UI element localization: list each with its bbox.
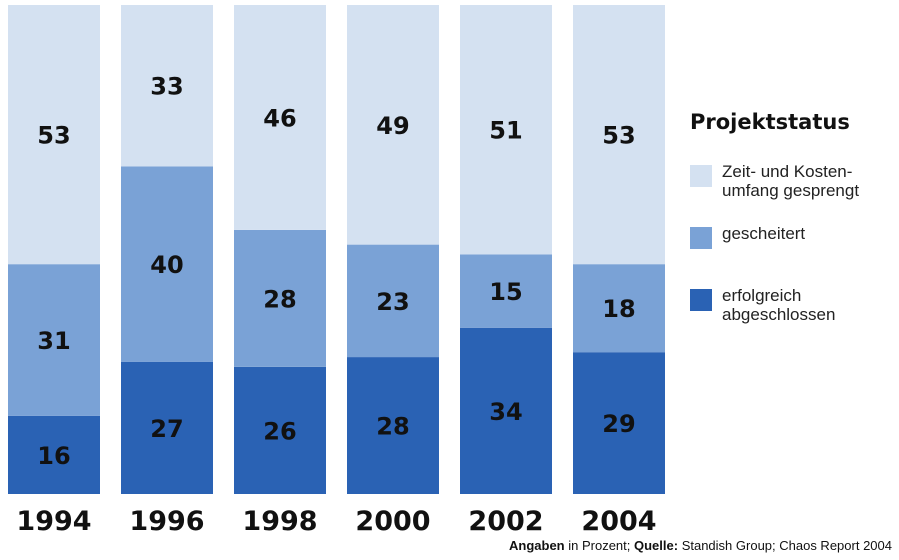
bar-segment-2002-s2 [460,5,552,255]
source-label-angaben: Angaben [509,538,565,553]
value-label-2000-s2: 49 [376,112,409,140]
legend-label-erfolgreich: erfolgreich abgeschlossen [722,286,897,324]
value-label-2002-s1: 15 [489,278,522,306]
value-label-1994-s1: 31 [37,327,70,355]
value-label-2000-s0: 28 [376,413,409,441]
bar-segment-2004-s0 [573,352,665,494]
legend-swatch-zeit-kosten [690,165,712,187]
legend-label-line: gescheitert [722,224,806,243]
value-label-1994-s0: 16 [37,442,70,470]
bar-segment-1996-s1 [121,166,213,362]
source-text-unit: in Prozent; [564,538,634,553]
value-label-1998-s1: 28 [263,285,296,313]
x-tick-label-1996: 1996 [129,506,204,537]
x-tick-label-2004: 2004 [581,506,656,537]
bar-segment-1996-s2 [121,5,213,167]
bar-segment-1998-s0 [234,366,326,494]
source-note: Angaben in Prozent; Quelle: Standish Gro… [509,538,892,553]
legend-label-line: erfolgreich [722,286,802,305]
value-label-2000-s1: 23 [376,288,409,316]
legend: Projektstatus Zeit- und Kosten- umfang g… [690,110,895,348]
value-label-2004-s2: 53 [602,122,635,150]
legend-title: Projektstatus [690,110,850,134]
bar-segment-1994-s1 [8,264,100,416]
legend-item-gescheitert: gescheitert [690,224,895,262]
bar-segment-2004-s2 [573,5,665,265]
legend-item-erfolgreich: erfolgreich abgeschlossen [690,286,895,324]
x-tick-label-1994: 1994 [16,506,91,537]
bar-segment-2002-s0 [460,327,552,494]
stacked-bar-chart: 16 31 53 1994 27 40 33 1996 26 28 46 1998 28 23 49 2000… [8,5,665,537]
x-tick-label-1998: 1998 [242,506,317,537]
value-label-1996-s2: 33 [150,73,183,101]
bar-segment-1994-s2 [8,5,100,265]
x-tick-label-2000: 2000 [355,506,430,537]
bar-segment-2000-s2 [347,5,439,245]
bar-segment-1998-s2 [234,5,326,230]
value-label-2004-s1: 18 [602,295,635,323]
bar-segment-2004-s1 [573,264,665,353]
source-text-origin: Standish Group; Chaos Report 2004 [678,538,892,553]
legend-label-zeit-kosten: Zeit- und Kosten- umfang gesprengt [722,162,897,200]
value-label-2002-s2: 51 [489,117,522,145]
legend-swatch-gescheitert [690,227,712,249]
bar-segment-1998-s1 [234,229,326,367]
value-label-1998-s0: 26 [263,417,296,445]
bar-segment-2000-s1 [347,244,439,358]
value-label-1998-s2: 46 [263,104,296,132]
legend-label-line: abgeschlossen [722,305,836,324]
legend-label-gescheitert: gescheitert [722,224,897,243]
bar-segment-1996-s0 [121,361,213,494]
legend-swatch-erfolgreich [690,289,712,311]
bar-segment-2002-s1 [460,254,552,328]
value-label-2004-s0: 29 [602,410,635,438]
x-tick-label-2002: 2002 [468,506,543,537]
bar-segment-2000-s0 [347,357,439,494]
bar-segment-1994-s0 [8,415,100,494]
legend-label-line: Zeit- und Kosten- [722,162,853,181]
value-label-1994-s2: 53 [37,122,70,150]
legend-label-line: umfang gesprengt [722,181,860,200]
value-label-1996-s1: 40 [150,251,183,279]
source-label-quelle: Quelle: [634,538,679,553]
value-label-1996-s0: 27 [150,415,183,443]
legend-item-zeit-kosten: Zeit- und Kosten- umfang gesprengt [690,162,895,200]
value-label-2002-s0: 34 [489,398,522,426]
